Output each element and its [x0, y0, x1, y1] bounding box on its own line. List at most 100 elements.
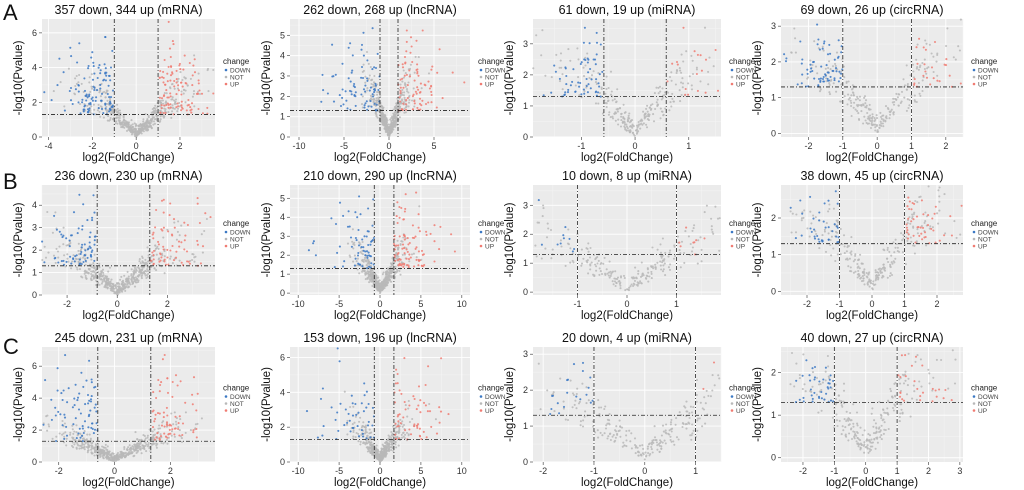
- point-not: [938, 195, 941, 198]
- legend-title: change: [478, 219, 505, 228]
- point-down: [62, 389, 65, 392]
- point-not: [361, 240, 364, 244]
- point-not: [574, 84, 577, 87]
- point-not: [681, 77, 684, 80]
- point-up: [418, 97, 422, 100]
- point-down: [358, 195, 361, 198]
- point-not: [534, 244, 537, 247]
- point-not: [152, 120, 156, 123]
- point-not: [910, 240, 913, 243]
- point-not: [101, 452, 105, 455]
- point-down: [88, 241, 91, 244]
- point-down: [840, 45, 843, 48]
- point-not: [699, 80, 702, 83]
- point-not: [158, 257, 161, 260]
- point-not: [643, 115, 646, 118]
- point-up: [163, 94, 166, 97]
- point-down: [85, 94, 88, 98]
- point-not: [161, 99, 164, 102]
- point-up: [907, 233, 910, 236]
- point-up: [411, 60, 414, 64]
- point-not: [122, 121, 125, 124]
- point-not: [544, 247, 547, 250]
- point-not: [916, 232, 919, 235]
- point-not: [380, 104, 383, 107]
- point-not: [395, 123, 398, 126]
- point-not: [598, 91, 601, 95]
- point-not: [850, 114, 853, 118]
- point-not: [646, 110, 649, 113]
- point-not: [914, 199, 917, 203]
- point-not: [104, 443, 107, 446]
- point-up: [910, 208, 913, 211]
- point-not: [657, 92, 660, 95]
- point-down: [351, 54, 354, 57]
- point-up: [158, 76, 161, 79]
- point-down: [359, 263, 362, 266]
- point-not: [361, 260, 364, 263]
- point-not: [184, 77, 187, 80]
- point-up: [172, 218, 176, 221]
- point-not: [862, 277, 865, 280]
- point-not: [79, 432, 82, 435]
- point-not: [191, 95, 194, 98]
- point-not: [177, 426, 180, 429]
- point-down: [360, 43, 364, 46]
- x-tick-label: -1: [574, 299, 582, 309]
- y-tick-label: 6: [32, 28, 37, 38]
- point-not: [893, 251, 896, 254]
- point-up: [201, 245, 205, 248]
- point-down: [369, 100, 372, 103]
- point-down: [58, 57, 61, 60]
- point-down: [550, 91, 553, 94]
- point-not: [670, 71, 673, 74]
- point-not: [650, 107, 653, 110]
- point-down: [371, 239, 374, 242]
- point-not: [863, 96, 866, 99]
- point-up: [704, 91, 707, 94]
- point-not: [381, 123, 384, 126]
- point-not: [845, 250, 848, 253]
- point-not: [84, 276, 87, 279]
- point-down: [99, 99, 103, 102]
- point-not: [104, 96, 107, 99]
- point-not: [668, 75, 672, 79]
- point-up: [430, 101, 433, 104]
- point-up: [171, 71, 174, 74]
- point-down: [799, 199, 802, 202]
- point-not: [366, 277, 369, 280]
- point-not: [352, 247, 355, 250]
- point-not: [88, 433, 91, 436]
- point-up: [936, 79, 939, 82]
- point-not: [908, 98, 911, 102]
- point-up: [185, 250, 189, 253]
- point-down: [338, 201, 342, 204]
- point-down: [314, 254, 317, 257]
- point-not: [184, 411, 187, 414]
- point-up: [407, 266, 410, 269]
- point-up: [151, 251, 154, 254]
- point-up: [157, 243, 160, 246]
- point-up: [906, 237, 910, 240]
- point-not: [141, 124, 144, 127]
- point-not: [154, 244, 157, 247]
- point-not: [361, 95, 364, 98]
- legend-item-up: UP: [978, 81, 987, 88]
- point-not: [825, 222, 828, 225]
- point-up: [165, 89, 168, 92]
- point-not: [858, 95, 862, 98]
- point-up: [180, 93, 183, 96]
- point-not: [130, 119, 133, 122]
- point-down: [554, 70, 557, 73]
- point-not: [624, 289, 627, 292]
- point-up: [175, 78, 178, 81]
- point-down: [347, 210, 350, 213]
- point-not: [122, 119, 125, 122]
- point-down: [354, 104, 357, 107]
- point-down: [357, 244, 361, 247]
- point-not: [135, 268, 138, 271]
- point-down: [601, 70, 604, 73]
- point-not: [106, 453, 109, 456]
- point-not: [622, 103, 625, 106]
- point-not: [623, 276, 626, 280]
